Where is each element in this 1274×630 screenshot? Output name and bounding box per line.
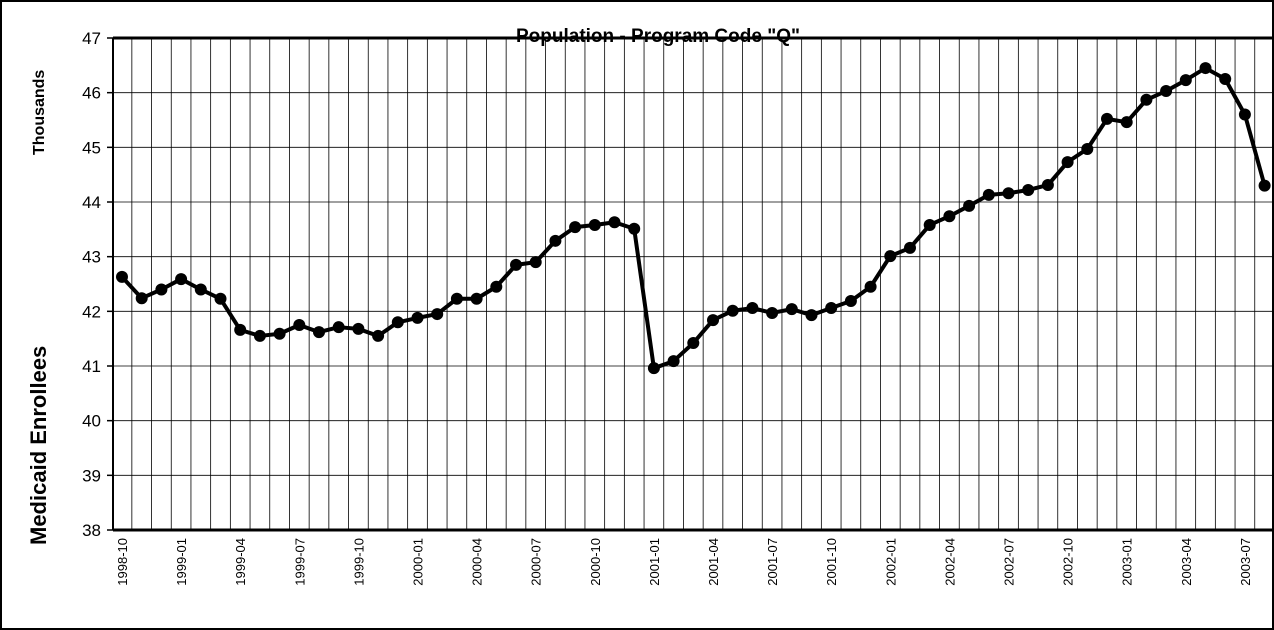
x-tick-label: 2002-07 <box>1002 538 1017 586</box>
x-tick-label: 2001-07 <box>765 538 780 586</box>
marker <box>1199 62 1212 75</box>
y-tick-label: 40 <box>82 412 101 431</box>
marker <box>825 302 838 315</box>
x-tick-label: 2001-01 <box>647 538 662 586</box>
marker <box>1002 187 1015 200</box>
x-tick-label: 2002-01 <box>883 538 898 586</box>
y-tick-label: 47 <box>82 29 101 48</box>
marker <box>805 309 818 322</box>
x-tick-label: 2000-01 <box>411 538 426 586</box>
marker <box>1081 142 1094 155</box>
marker <box>1061 156 1074 169</box>
marker <box>116 270 128 283</box>
marker <box>766 306 779 319</box>
marker <box>667 355 680 368</box>
y-tick-label: 38 <box>82 521 101 540</box>
marker <box>844 294 857 307</box>
marker <box>904 241 916 254</box>
x-tick-label: 2001-10 <box>824 538 839 586</box>
marker <box>470 292 483 305</box>
x-tick-label: 2002-10 <box>1061 538 1076 586</box>
marker <box>450 292 463 305</box>
marker <box>647 362 660 375</box>
marker <box>1160 85 1173 98</box>
x-tick-label: 1998-10 <box>115 538 130 586</box>
x-tick-label: 1999-01 <box>174 538 189 586</box>
y-tick-label: 39 <box>82 466 101 485</box>
x-tick-label: 2000-10 <box>588 538 603 586</box>
marker <box>1041 179 1054 192</box>
marker <box>155 283 168 296</box>
y-tick-label: 42 <box>82 302 101 321</box>
y-tick-label: 44 <box>82 193 101 212</box>
marker <box>175 273 188 286</box>
marker <box>608 216 621 229</box>
marker <box>391 316 404 329</box>
marker <box>707 314 719 327</box>
marker <box>510 258 522 271</box>
y-axis-label: Medicaid Enrollees <box>26 346 51 545</box>
marker <box>234 323 247 336</box>
x-tick-label: 1999-10 <box>351 538 366 586</box>
marker <box>273 327 286 340</box>
marker <box>1140 93 1153 106</box>
marker <box>490 280 503 293</box>
y-tick-label: 45 <box>82 138 101 157</box>
marker <box>864 280 877 293</box>
marker <box>529 256 542 269</box>
y-tick-label: 43 <box>82 248 101 267</box>
marker <box>194 283 207 296</box>
marker <box>923 218 936 231</box>
marker <box>1238 108 1251 121</box>
marker <box>746 302 759 315</box>
marker <box>431 308 444 321</box>
x-tick-label: 2002-04 <box>942 538 957 586</box>
marker <box>569 221 582 234</box>
marker <box>1120 116 1133 129</box>
marker <box>884 250 897 263</box>
marker <box>332 321 345 334</box>
marker <box>588 218 601 231</box>
x-tick-label: 2000-04 <box>470 538 485 586</box>
y-axis-unit: Thousands <box>31 70 48 155</box>
x-tick-label: 2000-07 <box>529 538 544 586</box>
marker <box>982 188 995 201</box>
y-tick-label: 46 <box>82 84 101 103</box>
marker <box>372 329 385 342</box>
y-tick-label: 41 <box>82 357 101 376</box>
x-tick-label: 1999-07 <box>292 538 307 586</box>
x-tick-label: 2001-04 <box>706 538 721 586</box>
marker <box>785 303 798 316</box>
marker <box>963 199 976 212</box>
marker <box>135 292 148 305</box>
marker <box>687 337 700 350</box>
marker <box>411 311 424 324</box>
x-tick-label: 1999-04 <box>233 538 248 586</box>
x-tick-label: 2003-01 <box>1120 538 1135 586</box>
x-tick-label: 2003-04 <box>1179 538 1194 586</box>
marker <box>293 319 306 331</box>
marker <box>313 326 325 339</box>
marker <box>253 329 266 342</box>
marker <box>1258 179 1271 192</box>
marker <box>1101 112 1113 125</box>
marker <box>628 222 641 235</box>
marker <box>726 304 739 317</box>
marker <box>1179 74 1192 87</box>
marker <box>1219 73 1232 85</box>
marker <box>943 210 956 223</box>
x-tick-label: 2003-07 <box>1238 538 1253 586</box>
marker <box>549 234 562 247</box>
marker <box>1022 183 1035 196</box>
marker <box>214 292 227 305</box>
marker <box>352 322 365 335</box>
